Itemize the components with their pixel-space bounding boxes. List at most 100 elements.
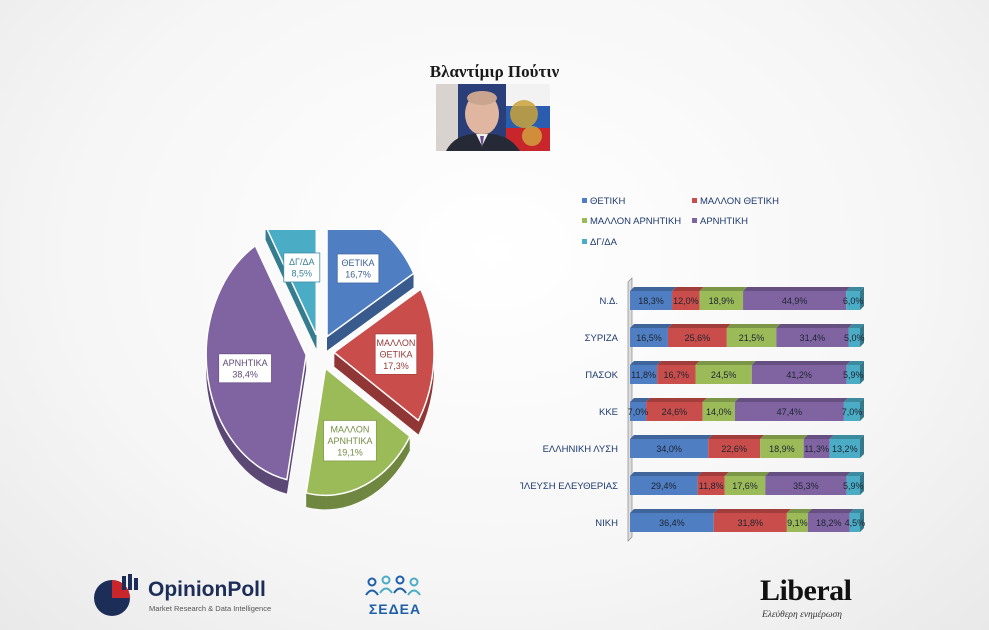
legend-swatch: [692, 218, 697, 223]
category-label: ΝΙΚΗ: [595, 518, 618, 529]
bar-value-label: 6,0%: [843, 296, 864, 306]
bar-value-label: 31,8%: [738, 518, 764, 528]
bar-value-label: 31,4%: [800, 333, 826, 343]
bar-segment-top: [765, 472, 851, 476]
bar-segment: [697, 476, 725, 495]
bar-segment: [726, 328, 777, 347]
bar-segment-top: [807, 509, 854, 513]
bar-end-side: [860, 287, 864, 310]
legend-entry: ΘΕΤΙΚΗ: [590, 196, 626, 207]
bar-value-label: 11,8%: [631, 370, 656, 380]
bar-segment-top: [667, 324, 731, 328]
bar-value-label: 5,9%: [843, 481, 864, 491]
liberal-logo: Liberal Ελεύθερη ενημέρωση: [760, 574, 900, 624]
bar-segment-top: [846, 472, 864, 476]
legend-entry: ΔΓ/ΔΑ: [590, 237, 618, 248]
pie-slice-label: ΜΑΛΛΟΝ: [377, 338, 416, 348]
bar-segment-top: [743, 287, 851, 291]
pie-slice-label: ΔΓ/ΔΑ: [289, 257, 314, 267]
bar-segment: [846, 476, 860, 495]
pie-slice-label: ΑΡΝΗΤΙΚΑ: [223, 358, 268, 368]
bar-segment: [672, 291, 700, 310]
bar-segment-top: [630, 324, 672, 328]
bar-segment: [807, 513, 850, 532]
bar-value-label: 36,4%: [659, 518, 685, 528]
opinionpoll-logo: OpinionPoll Market Research & Data Intel…: [92, 572, 302, 620]
liberal-tagline: Ελεύθερη ενημέρωση: [762, 610, 842, 620]
pie-slice-label: ΘΕΤΙΚΑ: [379, 349, 412, 359]
bar-segment: [667, 328, 727, 347]
bar-segment: [695, 365, 752, 384]
bar-value-label: 22,6%: [721, 444, 747, 454]
bar-segment: [743, 291, 847, 310]
bar-segment: [630, 402, 647, 421]
bar-value-label: 16,7%: [664, 370, 690, 380]
bar-segment: [630, 291, 673, 310]
bar-segment: [724, 476, 766, 495]
bar-segment-top: [846, 361, 864, 365]
bar-segment-top: [708, 435, 765, 439]
opinionpoll-tagline: Market Research & Data Intelligence: [149, 604, 272, 613]
legend-entry: ΜΑΛΛΟΝ ΑΡΝΗΤΙΚΗ: [590, 216, 681, 227]
bar-segment: [630, 328, 668, 347]
bar-value-label: 5,9%: [843, 370, 864, 380]
legend-swatch: [582, 218, 587, 223]
bar-value-label: 25,6%: [685, 333, 711, 343]
bar-segment-top: [630, 509, 718, 513]
page-title: Βλαντίμιρ Πούτιν: [429, 62, 560, 81]
pie-slice-label: ΘΕΤΙΚΑ: [342, 258, 375, 268]
category-label: ΕΛΛΗΝΙΚΗ ΛΥΣΗ: [543, 444, 619, 455]
bar-segment: [843, 402, 860, 421]
bar-segment-top: [699, 287, 748, 291]
opinionpoll-icon: [94, 574, 138, 616]
bar-segment-top: [786, 509, 812, 513]
bar-segment: [848, 328, 860, 347]
bar-end-side: [860, 398, 864, 421]
bar-value-label: 24,5%: [711, 370, 737, 380]
bar-value-label: 18,2%: [816, 518, 842, 528]
bar-end-side: [860, 361, 864, 384]
bar-segment: [849, 513, 860, 532]
bar-segment: [776, 328, 849, 347]
bar-segment-top: [657, 361, 700, 365]
pie-slice-value: 38,4%: [232, 369, 258, 379]
bar-value-label: 5,0%: [844, 333, 865, 343]
bar-segment-top: [843, 398, 864, 402]
legend-swatch: [582, 239, 587, 244]
bar-segment: [846, 365, 860, 384]
bar-value-label: 16,5%: [636, 333, 662, 343]
bar-segment-top: [702, 398, 739, 402]
bar-value-label: 11,3%: [804, 444, 829, 454]
legend-swatch: [582, 198, 587, 203]
bar-segment-top: [630, 472, 702, 476]
opinionpoll-name: OpinionPoll: [148, 578, 266, 601]
bar-value-label: 12,0%: [673, 296, 699, 306]
bar-value-label: 44,9%: [782, 296, 808, 306]
bar-segment: [630, 476, 698, 495]
bar-value-label: 47,4%: [777, 407, 803, 417]
bar-end-side: [860, 324, 864, 347]
liberal-name: Liberal: [760, 574, 852, 607]
sedea-name: ΣΕΔΕΑ: [368, 601, 422, 617]
bar-segment-top: [630, 435, 713, 439]
pie-slice-value: 19,1%: [337, 447, 363, 457]
bar-value-label: 18,9%: [709, 296, 735, 306]
bar-segment-top: [646, 398, 707, 402]
bar-segment-top: [695, 361, 756, 365]
bar-value-label: 21,5%: [739, 333, 765, 343]
sedea-people-icon: [365, 575, 421, 596]
bar-segment-top: [829, 435, 864, 439]
category-label: ΠΛΕΥΣΗ ΕΛΕΥΘΕΡΙΑΣ: [520, 481, 618, 492]
sedea-logo: ΣΕΔΕΑ: [350, 575, 440, 620]
bar-segment-top: [672, 287, 704, 291]
bar-segment: [702, 402, 735, 421]
portrait-photo: [436, 84, 550, 151]
pie-slice-label: ΜΑΛΛΟΝ: [331, 424, 370, 434]
bar-end-side: [860, 472, 864, 495]
bar-value-label: 18,9%: [769, 444, 795, 454]
bar-value-label: 7,0%: [842, 407, 863, 417]
bar-value-label: 11,8%: [699, 481, 724, 491]
bar-segment-top: [803, 435, 834, 439]
